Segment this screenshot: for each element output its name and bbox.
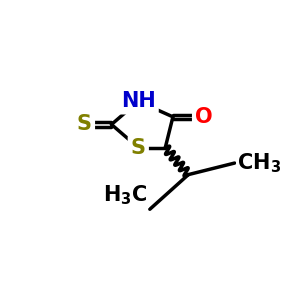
Text: NH: NH	[121, 92, 156, 111]
Text: O: O	[195, 107, 213, 127]
Text: S: S	[77, 115, 92, 134]
Text: H: H	[130, 187, 148, 207]
Text: S: S	[131, 138, 146, 158]
Text: $\mathregular{H_3C}$: $\mathregular{H_3C}$	[103, 183, 148, 207]
Text: $\mathregular{CH_3}$: $\mathregular{CH_3}$	[237, 151, 281, 175]
